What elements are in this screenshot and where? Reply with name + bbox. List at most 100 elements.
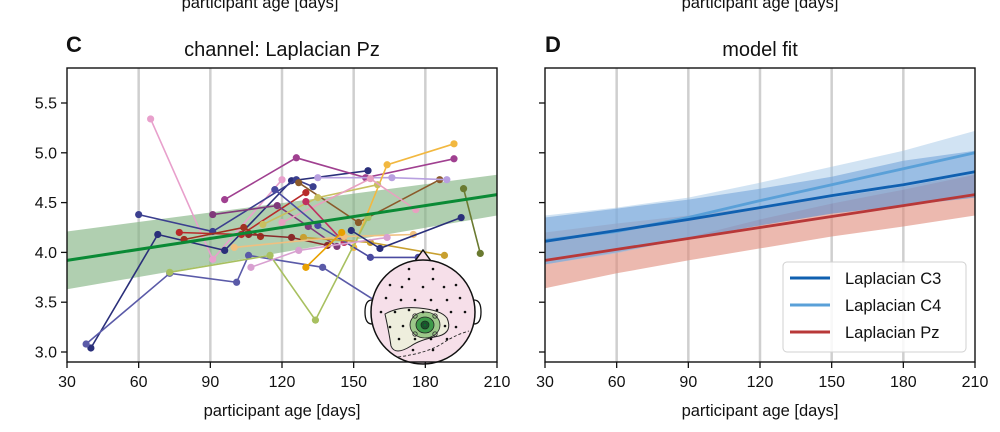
x-tick-label: 150	[818, 374, 845, 391]
participant-point	[354, 218, 363, 227]
participant-point	[366, 175, 374, 183]
participant-trajectory	[209, 201, 341, 251]
participant-point	[240, 223, 248, 232]
x-tick-label: 150	[340, 374, 367, 391]
panel-letter-d: D	[545, 32, 561, 57]
participant-point	[278, 176, 286, 184]
laplacian-electrode-marker	[422, 322, 428, 328]
participant-point	[347, 226, 355, 235]
panel-d-x-ticks: 30 60 90 120 150 180 210	[536, 362, 988, 391]
legend-box	[782, 261, 967, 353]
panel-d-y-ticks	[539, 102, 545, 353]
participant-point	[302, 263, 310, 271]
y-tick-label: 4.5	[35, 195, 57, 212]
x-tick-label: 90	[201, 374, 219, 391]
x-tick-label: 210	[962, 374, 989, 391]
electrode-dot	[445, 337, 449, 341]
participant-point	[295, 179, 303, 187]
electrode-dot	[431, 277, 435, 281]
electrode-dot	[401, 324, 405, 328]
participant-point	[154, 230, 162, 239]
participant-point	[295, 246, 303, 255]
electrode-dot	[443, 324, 447, 328]
participant-point	[476, 249, 484, 257]
electrode-dot	[393, 310, 397, 314]
participant-point	[364, 167, 372, 175]
y-tick-label: 5.5	[35, 96, 57, 113]
participant-point	[256, 232, 265, 241]
participant-point	[314, 174, 322, 182]
legend-label-c3: Laplacian C3	[845, 270, 941, 288]
participant-trajectory	[302, 228, 346, 271]
head-nose	[414, 248, 432, 262]
topo-contour-negative	[397, 330, 470, 358]
electrode-dot	[421, 285, 425, 289]
electrode-dot	[429, 298, 433, 302]
legend-label-pz: Laplacian Pz	[845, 324, 939, 342]
previous-panel-x-axis-label-right: participant age [days]	[682, 0, 839, 12]
panel-c-fit-line-group	[66, 193, 498, 262]
participant-point	[314, 194, 322, 202]
y-tick-label: 5.0	[35, 145, 57, 162]
participant-point	[443, 176, 451, 184]
participant-point	[383, 233, 391, 242]
electrode-dot	[458, 296, 462, 300]
electrode-dot	[445, 298, 449, 302]
electrode-dot	[407, 308, 411, 312]
x-tick-label: 120	[269, 374, 296, 391]
electrode-dot	[454, 325, 458, 329]
participant-point	[233, 278, 241, 286]
participant-point	[273, 201, 281, 210]
x-tick-label: 30	[58, 374, 76, 391]
participant-point	[388, 174, 396, 182]
x-tick-label: 210	[484, 374, 511, 391]
panel-d-x-axis-label: participant age [days]	[682, 402, 839, 420]
panel-d-title: model fit	[722, 39, 798, 61]
band-laplacian-c4	[545, 130, 975, 265]
electrode-dot	[431, 348, 435, 352]
participant-point	[244, 251, 253, 259]
y-tick-label: 4.0	[35, 245, 57, 262]
panel-d: D model fit 30 60 90 120 150 180 210 participa…	[536, 32, 988, 420]
head-ear-right	[473, 299, 482, 325]
electrode-dot	[407, 277, 411, 281]
participant-trajectory	[314, 174, 451, 184]
participant-trajectory	[147, 115, 286, 263]
panel-c: C channel: Laplacian Pz 30 60 90 120 150 180 2…	[35, 32, 511, 420]
electrode-dot	[413, 298, 417, 302]
participant-point	[338, 228, 346, 237]
x-tick-label: 90	[679, 374, 697, 391]
participant-point	[383, 161, 391, 169]
legend-label-c4: Laplacian C4	[845, 297, 941, 315]
participant-point	[459, 185, 468, 193]
participant-point	[175, 228, 183, 237]
participant-point	[302, 189, 310, 197]
head-ear-left	[364, 299, 373, 325]
panel-c-y-ticks: 3.0 3.5 4.0 4.5 5.0 5.5	[35, 96, 67, 362]
participant-line	[138, 178, 314, 233]
panel-d-lines	[544, 151, 976, 262]
x-tick-label: 60	[608, 374, 626, 391]
line-laplacian-pz	[544, 193, 976, 262]
electrode-dot	[388, 325, 392, 329]
participant-point	[147, 115, 155, 123]
participant-point	[266, 251, 274, 259]
participant-point	[309, 183, 317, 191]
participant-point	[302, 198, 310, 206]
participant-point	[299, 233, 308, 242]
participant-point	[230, 243, 238, 252]
scalp-topography-inset	[364, 248, 482, 365]
electrode-dot	[413, 337, 417, 341]
electrode-dot	[400, 285, 404, 289]
electrode-dot	[449, 310, 453, 314]
line-laplacian-c3	[544, 170, 976, 243]
fit-confidence-band	[67, 174, 497, 290]
previous-panel-x-axis-label-left: participant age [days]	[182, 0, 339, 12]
participant-line	[212, 204, 338, 248]
participant-point	[209, 255, 217, 263]
laplacian-electrode-marker	[432, 331, 438, 337]
electrode-dot	[429, 337, 433, 341]
participant-point	[319, 263, 327, 271]
y-tick-label: 3.5	[35, 295, 57, 312]
participant-point	[247, 263, 255, 271]
